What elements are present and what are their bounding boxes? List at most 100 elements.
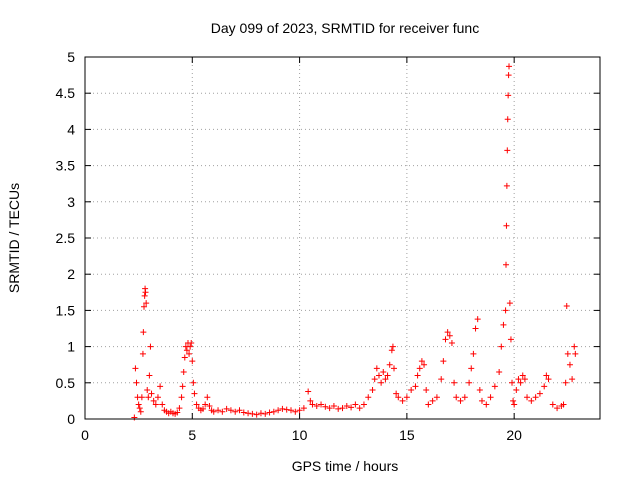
data-point xyxy=(249,410,256,417)
data-point xyxy=(189,358,196,365)
data-point xyxy=(300,405,307,412)
data-point xyxy=(141,303,148,310)
data-point xyxy=(421,361,428,368)
data-point xyxy=(487,394,494,401)
y-tick-label: 3.5 xyxy=(56,158,76,174)
data-point xyxy=(498,343,505,350)
data-point xyxy=(253,411,260,418)
data-point xyxy=(186,350,193,357)
data-point xyxy=(136,405,143,412)
data-point xyxy=(180,368,187,375)
data-point xyxy=(288,407,294,414)
data-point xyxy=(313,402,320,409)
data-point xyxy=(138,394,145,401)
data-point xyxy=(193,401,200,408)
data-point xyxy=(528,397,535,404)
y-tick-label: 0.5 xyxy=(56,375,76,391)
data-point xyxy=(476,387,483,394)
data-point xyxy=(133,379,140,386)
data-point xyxy=(470,350,477,357)
data-point xyxy=(446,332,453,339)
data-point xyxy=(503,182,510,189)
data-point xyxy=(388,347,395,354)
data-point xyxy=(135,401,142,408)
data-point xyxy=(416,365,423,372)
data-point xyxy=(500,321,507,328)
data-point xyxy=(483,401,490,408)
tick-labels: 0 5 10 15 20 0 0.5 1 1.5 2 2.5 3 3.5 4 4.5 5 xyxy=(56,49,523,443)
data-point xyxy=(378,379,385,386)
data-point xyxy=(491,383,498,390)
data-point xyxy=(266,409,273,416)
y-tick-label: 4 xyxy=(67,121,75,137)
data-point xyxy=(142,289,149,296)
x-tick-label: 10 xyxy=(292,427,308,443)
data-point xyxy=(202,401,209,408)
y-tick-label: 0 xyxy=(67,411,75,427)
data-point xyxy=(517,379,524,386)
data-point xyxy=(395,394,402,401)
data-point xyxy=(223,405,230,412)
data-point xyxy=(423,387,430,394)
data-point xyxy=(369,387,376,394)
data-point xyxy=(147,343,154,350)
data-point xyxy=(510,397,517,404)
data-point xyxy=(262,410,269,417)
data-point xyxy=(569,376,576,383)
data-point xyxy=(391,365,397,372)
y-tick-label: 2 xyxy=(67,266,75,282)
data-point xyxy=(503,222,510,229)
data-point xyxy=(438,376,445,383)
data-point xyxy=(143,300,150,307)
data-point xyxy=(200,405,207,412)
data-point xyxy=(305,388,312,395)
y-tick-label: 2.5 xyxy=(56,230,76,246)
data-point xyxy=(227,407,234,414)
y-tick-label: 3 xyxy=(67,194,75,210)
data-point xyxy=(159,401,166,408)
data-point xyxy=(571,343,578,350)
data-point xyxy=(503,261,510,268)
data-point xyxy=(146,372,153,379)
data-point xyxy=(326,405,333,412)
data-point xyxy=(509,379,516,386)
data-point xyxy=(352,401,359,408)
data-point xyxy=(448,339,455,346)
data-point xyxy=(504,116,511,123)
data-point xyxy=(132,365,139,372)
data-point xyxy=(384,372,391,379)
data-points xyxy=(131,63,579,421)
data-point xyxy=(457,397,464,404)
data-point xyxy=(412,383,419,390)
data-point xyxy=(322,403,329,410)
x-tick-label: 5 xyxy=(188,427,196,443)
data-point xyxy=(145,394,152,401)
data-point xyxy=(511,401,518,408)
data-point xyxy=(524,394,531,401)
grid-lines xyxy=(85,57,600,419)
data-point xyxy=(382,376,389,383)
data-point xyxy=(348,404,355,411)
data-point xyxy=(131,414,138,421)
data-point xyxy=(154,394,161,401)
data-point xyxy=(393,390,400,397)
x-axis-label: GPS time / hours xyxy=(292,458,399,474)
data-point xyxy=(440,358,447,365)
data-point xyxy=(474,316,481,323)
data-point xyxy=(240,409,247,416)
data-point xyxy=(375,372,382,379)
data-point xyxy=(549,401,556,408)
data-point xyxy=(232,408,239,415)
data-point xyxy=(309,401,316,408)
data-point xyxy=(386,361,393,368)
data-point xyxy=(444,329,451,336)
data-point xyxy=(399,397,406,404)
data-point xyxy=(191,390,198,397)
data-point xyxy=(206,402,213,409)
data-point xyxy=(137,408,144,415)
data-point xyxy=(144,387,151,394)
data-point xyxy=(521,376,528,383)
data-point xyxy=(356,405,363,412)
data-point xyxy=(472,325,479,332)
